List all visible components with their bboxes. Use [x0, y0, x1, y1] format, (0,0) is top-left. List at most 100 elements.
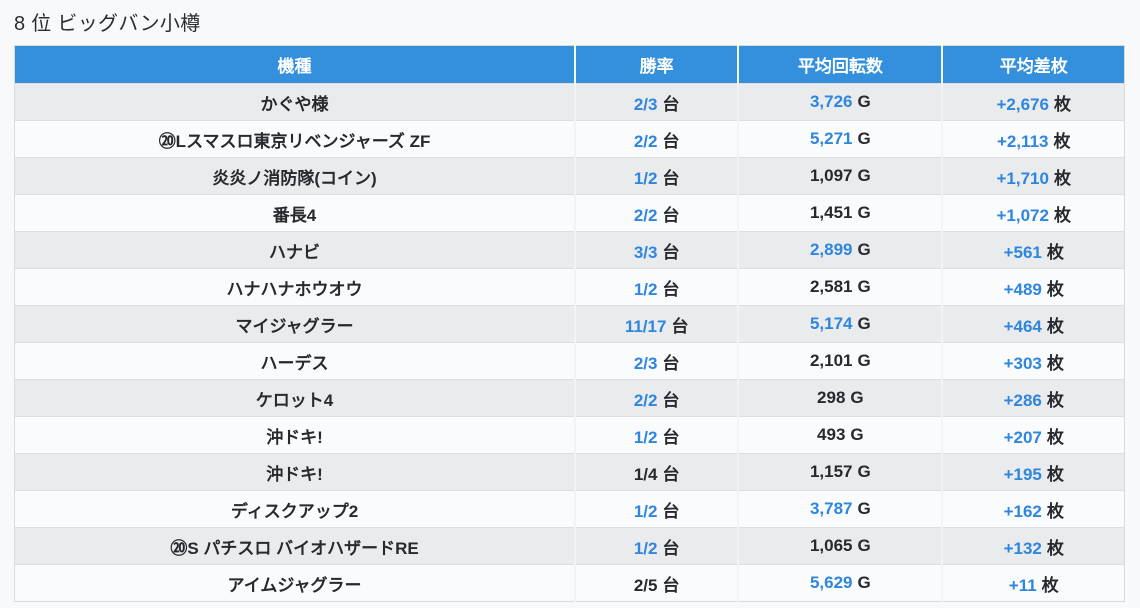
avg-spins-cell: 5,174 G [737, 305, 943, 343]
avg-diff-cell: +207 枚 [941, 416, 1125, 454]
avg-spins-value: 5,271 [809, 129, 853, 148]
table-row: 沖ドキ! 1/2 台 493 G +207 枚 [14, 416, 1125, 454]
table-row: ケロット4 2/2 台 298 G +286 枚 [14, 379, 1125, 417]
win-rate-cell: 2/3 台 [574, 342, 739, 380]
table-row: ⑳S パチスロ バイオハザードRE 1/2 台 1,065 G +132 枚 [14, 527, 1125, 565]
avg-diff-unit: 枚 [1046, 353, 1064, 373]
avg-diff-unit: 枚 [1046, 427, 1064, 447]
machine-name-cell: マイジャグラー [14, 305, 576, 343]
machine-name-cell: ⑳S パチスロ バイオハザードRE [14, 527, 576, 565]
avg-diff-cell: +1,072 枚 [941, 194, 1125, 232]
column-header-avg-spins: 平均回転数 [737, 45, 943, 84]
win-rate-cell: 2/3 台 [574, 83, 739, 121]
avg-spins-value: 493 [817, 425, 846, 444]
avg-diff-cell: +2,676 枚 [941, 83, 1125, 121]
avg-diff-cell: +464 枚 [941, 305, 1125, 343]
win-rate-value: 2/2 [633, 131, 658, 151]
avg-spins-cell: 5,271 G [737, 120, 943, 158]
win-rate-unit: 台 [662, 575, 680, 595]
avg-diff-cell: +489 枚 [941, 268, 1125, 306]
win-rate-cell: 2/2 台 [574, 120, 739, 158]
win-rate-value: 2/5 [633, 575, 658, 595]
machine-name-cell: かぐや様 [14, 83, 576, 121]
table-row: アイムジャグラー 2/5 台 5,629 G +11 枚 [14, 564, 1125, 602]
avg-spins-unit: G [857, 92, 871, 111]
machine-name-cell: ディスクアップ2 [14, 490, 576, 528]
avg-spins-unit: G [857, 240, 871, 259]
win-rate-cell: 3/3 台 [574, 231, 739, 269]
machine-name-cell: アイムジャグラー [14, 564, 576, 602]
avg-spins-value: 2,581 [809, 277, 853, 296]
column-header-avg-diff: 平均差枚 [941, 45, 1125, 84]
avg-spins-value: 5,629 [809, 573, 853, 592]
avg-spins-unit: G [857, 536, 871, 555]
avg-diff-value: +1,072 [996, 205, 1049, 225]
table-row: ハーデス 2/3 台 2,101 G +303 枚 [14, 342, 1125, 380]
avg-spins-value: 3,726 [809, 92, 853, 111]
avg-diff-cell: +286 枚 [941, 379, 1125, 417]
win-rate-cell: 1/2 台 [574, 490, 739, 528]
avg-spins-cell: 5,629 G [737, 564, 943, 602]
avg-diff-value: +132 [1003, 538, 1042, 558]
avg-diff-cell: +195 枚 [941, 453, 1125, 491]
avg-diff-value: +561 [1003, 242, 1042, 262]
win-rate-unit: 台 [662, 205, 680, 225]
avg-diff-cell: +303 枚 [941, 342, 1125, 380]
avg-diff-unit: 枚 [1046, 242, 1064, 262]
avg-spins-unit: G [857, 351, 871, 370]
avg-spins-cell: 2,101 G [737, 342, 943, 380]
machine-name-cell: ⑳Lスマスロ東京リベンジャーズ ZF [14, 120, 576, 158]
win-rate-unit: 台 [662, 464, 680, 484]
win-rate-cell: 1/2 台 [574, 527, 739, 565]
table-row: 番長4 2/2 台 1,451 G +1,072 枚 [14, 194, 1125, 232]
avg-diff-value: +11 [1008, 575, 1037, 595]
avg-spins-cell: 298 G [737, 379, 943, 417]
win-rate-unit: 台 [671, 316, 689, 336]
table-row: ディスクアップ2 1/2 台 3,787 G +162 枚 [14, 490, 1125, 528]
avg-spins-unit: G [857, 462, 871, 481]
avg-spins-cell: 1,065 G [737, 527, 943, 565]
avg-spins-unit: G [857, 166, 871, 185]
avg-diff-unit: 枚 [1046, 538, 1064, 558]
avg-spins-unit: G [857, 277, 871, 296]
avg-diff-value: +1,710 [996, 168, 1049, 188]
avg-diff-unit: 枚 [1053, 205, 1071, 225]
win-rate-cell: 2/5 台 [574, 564, 739, 602]
avg-spins-value: 2,101 [809, 351, 853, 370]
avg-spins-value: 2,899 [809, 240, 853, 259]
avg-spins-cell: 3,726 G [737, 83, 943, 121]
avg-spins-value: 5,174 [809, 314, 853, 333]
table-header-row: 機種 勝率 平均回転数 平均差枚 [14, 45, 1125, 84]
table-row: ハナビ 3/3 台 2,899 G +561 枚 [14, 231, 1125, 269]
avg-spins-value: 1,065 [809, 536, 853, 555]
avg-spins-cell: 1,157 G [737, 453, 943, 491]
avg-diff-value: +2,676 [996, 94, 1049, 114]
win-rate-value: 2/2 [633, 390, 658, 410]
win-rate-unit: 台 [662, 353, 680, 373]
avg-diff-cell: +1,710 枚 [941, 157, 1125, 195]
machine-name-cell: 沖ドキ! [14, 453, 576, 491]
avg-diff-value: +195 [1003, 464, 1042, 484]
avg-diff-unit: 枚 [1053, 94, 1071, 114]
avg-spins-cell: 1,451 G [737, 194, 943, 232]
avg-spins-cell: 2,899 G [737, 231, 943, 269]
machine-name-cell: ハナビ [14, 231, 576, 269]
win-rate-value: 11/17 [624, 316, 667, 336]
win-rate-value: 3/3 [633, 242, 658, 262]
avg-diff-value: +464 [1003, 316, 1042, 336]
win-rate-unit: 台 [662, 242, 680, 262]
win-rate-value: 1/2 [633, 168, 658, 188]
avg-diff-cell: +561 枚 [941, 231, 1125, 269]
avg-diff-cell: +2,113 枚 [941, 120, 1125, 158]
avg-diff-unit: 枚 [1053, 131, 1071, 151]
avg-diff-cell: +132 枚 [941, 527, 1125, 565]
machine-stats-table: 機種 勝率 平均回転数 平均差枚 かぐや様 2/3 台 3,726 G +2,676… [14, 45, 1125, 602]
win-rate-unit: 台 [662, 501, 680, 521]
avg-spins-value: 3,787 [809, 499, 853, 518]
page-title: 8 位 ビッグバン小樽 [14, 13, 201, 35]
avg-diff-unit: 枚 [1046, 464, 1064, 484]
win-rate-unit: 台 [662, 390, 680, 410]
avg-spins-cell: 1,097 G [737, 157, 943, 195]
avg-diff-value: +2,113 [996, 131, 1049, 151]
avg-diff-unit: 枚 [1046, 316, 1064, 336]
